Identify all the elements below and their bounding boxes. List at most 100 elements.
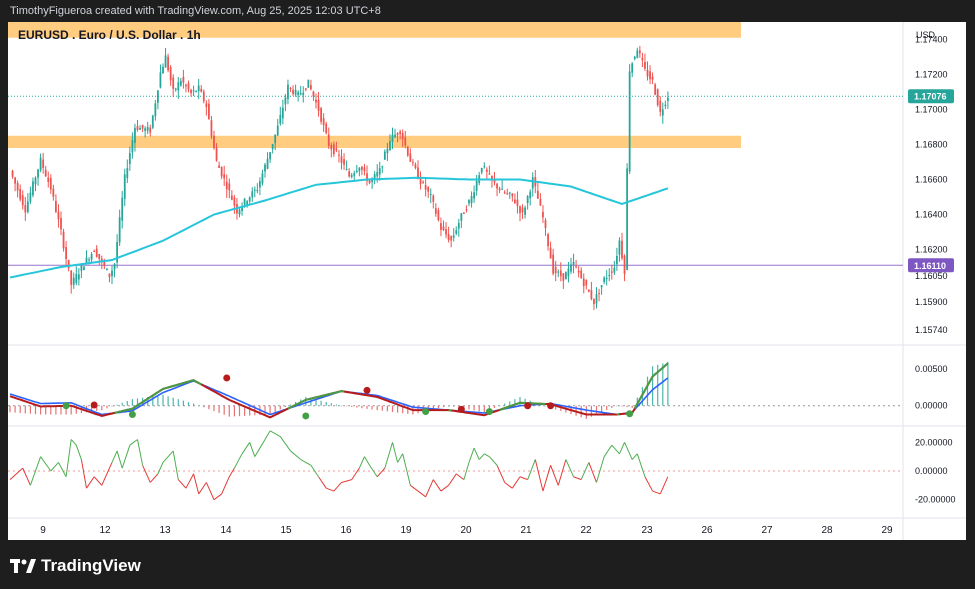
time-tick-label: 29 <box>881 525 893 536</box>
histogram-bar <box>284 405 286 407</box>
momentum-segment <box>425 479 434 498</box>
chart-title: EURUSD . Euro / U.S. Dollar . 1h <box>18 28 201 42</box>
histogram-bar <box>152 396 154 406</box>
candle-body <box>315 99 317 103</box>
chart-attribution: TimothyFigueroa created with TradingView… <box>0 0 975 22</box>
histogram-bar <box>519 396 521 406</box>
oscillator-up-segment <box>127 408 131 411</box>
candle-body <box>205 103 208 108</box>
candle-body <box>228 183 231 191</box>
candle-body <box>391 134 394 142</box>
candle-body <box>32 181 34 196</box>
oscillator-up-segment <box>180 382 184 385</box>
histogram-bar <box>9 405 11 413</box>
candle-body <box>493 179 496 183</box>
current-price-badge <box>908 89 954 104</box>
momentum-segment <box>185 473 195 489</box>
histogram-bar <box>60 405 62 415</box>
momentum-segment <box>172 450 179 480</box>
momentum-segment <box>565 459 575 477</box>
candle-body <box>649 71 651 80</box>
histogram-bar <box>91 405 93 412</box>
demand-zone <box>8 135 741 148</box>
candle-body <box>253 189 256 191</box>
candle-body <box>468 200 470 204</box>
momentum-segment <box>376 467 386 478</box>
cross-point <box>128 411 136 418</box>
candle-body <box>141 124 144 129</box>
histogram-bar <box>45 405 47 415</box>
candle-body <box>539 199 542 206</box>
candle-body <box>567 268 570 277</box>
histogram-bar <box>616 405 618 407</box>
candle-body <box>26 201 29 212</box>
candle-body <box>437 210 440 221</box>
candle-body <box>641 57 644 61</box>
candle-body <box>225 181 228 190</box>
candle-body <box>154 103 157 117</box>
candle-body <box>292 89 294 94</box>
candle-body <box>585 279 588 286</box>
histogram-bar <box>279 405 281 410</box>
histogram-bar <box>407 405 409 414</box>
candle-body <box>47 177 50 182</box>
histogram-bar <box>289 404 292 406</box>
momentum-segment <box>557 459 567 486</box>
candle-body <box>651 76 654 80</box>
histogram-bar <box>468 405 470 410</box>
candle-body <box>661 109 664 116</box>
oscillator-up-segment <box>167 385 171 389</box>
candle-body <box>399 131 402 134</box>
tradingview-logo[interactable]: TradingView <box>10 556 141 576</box>
momentum-segment <box>358 456 365 469</box>
momentum-segment <box>455 473 465 481</box>
momentum-segment <box>410 484 419 492</box>
candle-body <box>251 191 254 198</box>
candle-body <box>37 169 39 178</box>
footer <box>0 540 975 589</box>
candle-body <box>409 153 412 162</box>
time-tick-label: 27 <box>761 525 773 536</box>
histogram-bar <box>116 404 118 406</box>
momentum-segment <box>527 459 536 480</box>
momentum-segment <box>631 453 638 460</box>
oscillator-up-segment <box>338 390 342 393</box>
oscillator-tick-label: 0.00000 <box>915 401 948 411</box>
time-tick-label: 16 <box>340 525 352 536</box>
oscillator-up-segment <box>638 394 644 400</box>
chart-area[interactable]: EURUSD . Euro / U.S. Dollar . 1h USD 1.174… <box>8 15 966 540</box>
candle-body <box>414 164 417 169</box>
oscillator-up-segment <box>142 399 146 403</box>
histogram-bar <box>483 405 485 413</box>
candle-body <box>307 79 310 88</box>
candle-body <box>559 270 562 277</box>
candle-body <box>151 115 154 128</box>
candle-body <box>146 127 149 131</box>
chart-svg[interactable]: EURUSD . Euro / U.S. Dollar . 1h USD1.174… <box>8 15 966 540</box>
momentum-segment <box>279 436 291 452</box>
histogram-bar <box>40 405 42 415</box>
candle-body <box>77 274 80 280</box>
candle-body <box>565 272 567 280</box>
candle-body <box>667 97 669 101</box>
candle-body <box>75 274 78 283</box>
histogram-bar <box>320 400 322 406</box>
oscillator-up-segment <box>185 380 189 384</box>
candle-body <box>429 193 432 195</box>
cross-point <box>547 402 555 410</box>
histogram-bar <box>50 405 52 415</box>
oscillator-up-segment <box>300 400 304 404</box>
histogram-bar <box>509 401 511 406</box>
histogram-bar <box>626 405 628 408</box>
candle-body <box>582 278 585 287</box>
momentum-segment <box>369 464 378 478</box>
candle-body <box>93 250 96 253</box>
price-tick-label: 1.17000 <box>915 105 948 115</box>
candle-body <box>70 270 73 285</box>
candle-body <box>646 69 649 77</box>
cross-point <box>524 402 532 410</box>
candle-body <box>600 285 603 288</box>
histogram-bar <box>356 405 358 408</box>
histogram-bar <box>264 405 266 415</box>
oscillator-up-segment <box>662 364 667 369</box>
